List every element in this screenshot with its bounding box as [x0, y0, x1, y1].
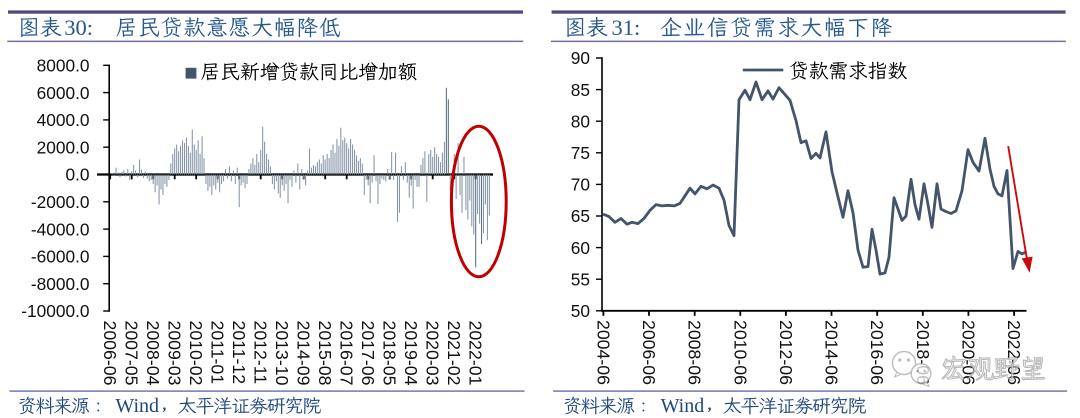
- svg-text:-6000.0: -6000.0: [31, 247, 90, 267]
- svg-text:2014-06: 2014-06: [822, 320, 842, 385]
- svg-text:2013-10: 2013-10: [272, 321, 292, 386]
- svg-text:2011-01: 2011-01: [208, 321, 228, 385]
- svg-text:2009-03: 2009-03: [165, 321, 185, 386]
- svg-text:2010-06: 2010-06: [730, 320, 750, 385]
- svg-text:-10000.0: -10000.0: [21, 301, 89, 321]
- svg-text:2016-07: 2016-07: [337, 321, 357, 386]
- svg-text:2008-04: 2008-04: [143, 321, 163, 386]
- svg-text:2008-06: 2008-06: [685, 320, 705, 385]
- svg-text:2007-05: 2007-05: [122, 321, 142, 386]
- svg-text:2019-04: 2019-04: [401, 321, 421, 386]
- svg-text:2015-08: 2015-08: [315, 321, 335, 386]
- svg-text:0.0: 0.0: [65, 165, 89, 185]
- svg-text:2011-12: 2011-12: [229, 321, 249, 385]
- svg-text:2004-06: 2004-06: [593, 320, 613, 385]
- svg-text:2021-02: 2021-02: [444, 321, 464, 386]
- svg-text:55: 55: [571, 269, 590, 289]
- svg-text:90: 90: [571, 48, 590, 68]
- svg-text:2012-11: 2012-11: [251, 321, 271, 385]
- svg-text:65: 65: [571, 206, 590, 226]
- svg-text:75: 75: [571, 143, 590, 163]
- svg-text:-2000.0: -2000.0: [31, 192, 90, 212]
- svg-text:2012-06: 2012-06: [776, 320, 796, 385]
- svg-text:2017-06: 2017-06: [358, 321, 378, 386]
- svg-text:2006-06: 2006-06: [639, 320, 659, 385]
- svg-text:6000.0: 6000.0: [37, 83, 90, 103]
- svg-text:2018-05: 2018-05: [380, 321, 400, 386]
- svg-text:-8000.0: -8000.0: [31, 274, 90, 294]
- svg-text:85: 85: [571, 80, 590, 100]
- svg-text:2016-06: 2016-06: [867, 320, 887, 385]
- svg-text:4000.0: 4000.0: [37, 110, 90, 130]
- svg-text:8000.0: 8000.0: [37, 56, 90, 76]
- svg-text:2010-02: 2010-02: [186, 321, 206, 386]
- svg-text:2000.0: 2000.0: [37, 137, 90, 157]
- svg-text:Wind: Wind: [115, 395, 159, 417]
- svg-text:80: 80: [571, 111, 590, 131]
- svg-text:31:: 31:: [612, 15, 641, 40]
- svg-text:Wind: Wind: [661, 395, 705, 417]
- svg-text:60: 60: [571, 238, 590, 258]
- svg-text:2006-06: 2006-06: [100, 321, 120, 386]
- svg-text:2022-06: 2022-06: [1004, 320, 1024, 385]
- svg-text:2020-03: 2020-03: [423, 321, 443, 386]
- svg-text:2014-09: 2014-09: [294, 321, 314, 386]
- svg-text:70: 70: [571, 175, 590, 195]
- svg-text:30:: 30:: [64, 15, 93, 40]
- svg-text:2022-01: 2022-01: [466, 321, 486, 386]
- svg-text:-4000.0: -4000.0: [31, 219, 90, 239]
- svg-text:50: 50: [571, 301, 590, 321]
